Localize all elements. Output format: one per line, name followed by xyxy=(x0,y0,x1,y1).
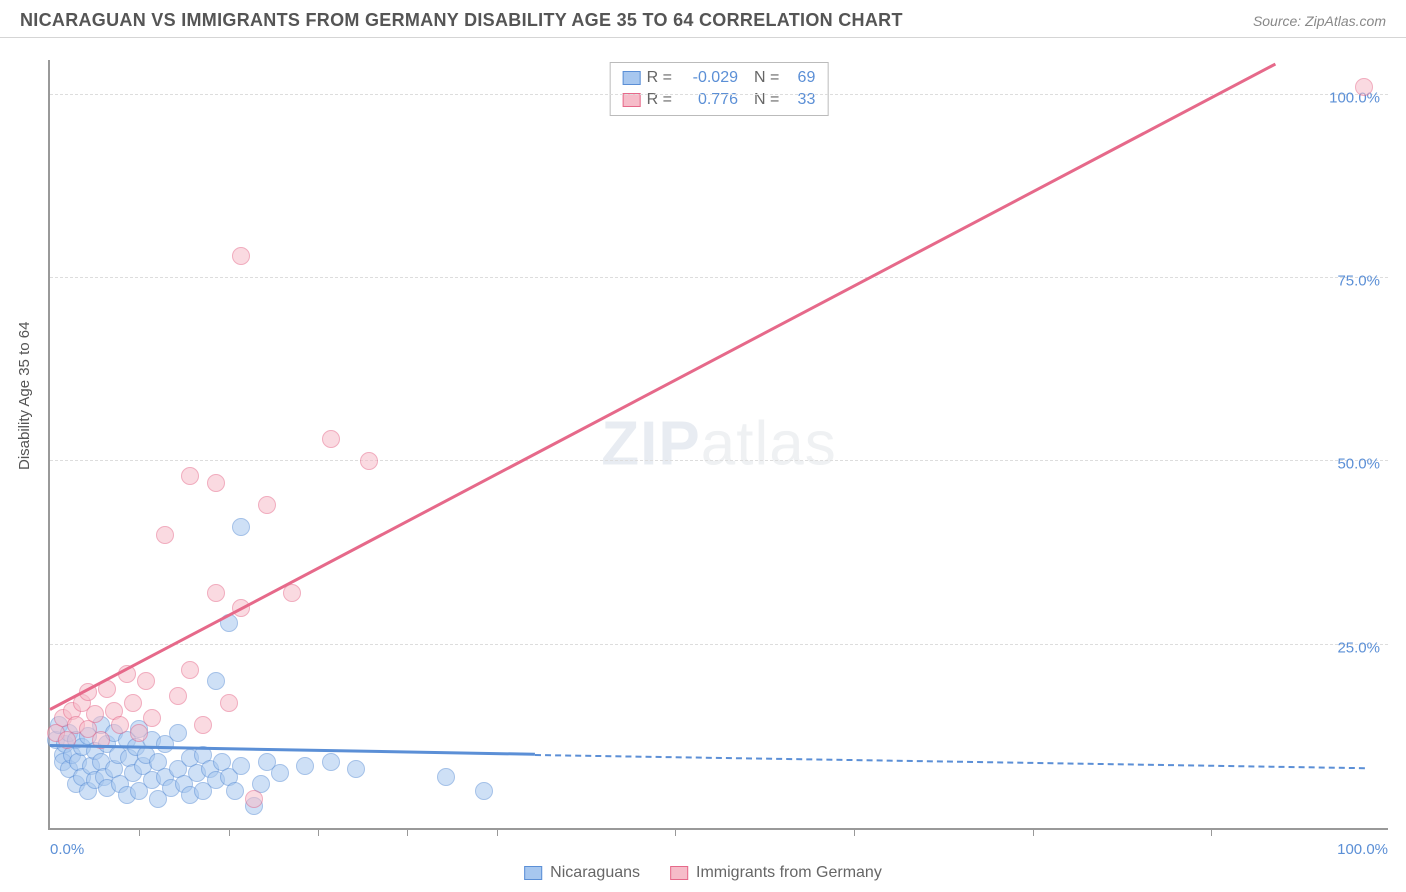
x-tick xyxy=(675,828,676,836)
x-tick-label: 100.0% xyxy=(1337,841,1388,858)
series-legend: Nicaraguans Immigrants from Germany xyxy=(524,864,882,882)
x-tick xyxy=(1211,828,1212,836)
x-tick xyxy=(229,828,230,836)
swatch-icon xyxy=(623,71,641,85)
y-axis-label: Disability Age 35 to 64 xyxy=(16,322,33,470)
data-point xyxy=(296,757,314,775)
data-point xyxy=(271,764,289,782)
x-tick-label: 0.0% xyxy=(50,841,84,858)
data-point xyxy=(181,661,199,679)
x-tick xyxy=(407,828,408,836)
data-point xyxy=(169,724,187,742)
data-point xyxy=(245,790,263,808)
gridline xyxy=(50,460,1388,461)
data-point xyxy=(207,474,225,492)
data-point xyxy=(475,782,493,800)
data-point xyxy=(130,724,148,742)
data-point xyxy=(1355,78,1373,96)
data-point xyxy=(226,782,244,800)
title-bar: NICARAGUAN VS IMMIGRANTS FROM GERMANY DI… xyxy=(0,0,1406,38)
watermark: ZIPatlas xyxy=(601,409,836,480)
gridline xyxy=(50,94,1388,95)
data-point xyxy=(232,247,250,265)
data-point xyxy=(437,768,455,786)
data-point xyxy=(232,757,250,775)
data-point xyxy=(194,716,212,734)
x-tick xyxy=(854,828,855,836)
y-tick-label: 50.0% xyxy=(1337,456,1380,473)
n-value: 69 xyxy=(785,67,815,89)
trend-line xyxy=(535,754,1365,769)
data-point xyxy=(347,760,365,778)
data-point xyxy=(220,694,238,712)
data-point xyxy=(156,526,174,544)
legend-row: R = -0.029 N = 69 xyxy=(623,67,816,89)
r-value: 0.776 xyxy=(678,89,738,111)
data-point xyxy=(207,584,225,602)
plot-area: ZIPatlas R = -0.029 N = 69 R = 0.776 N =… xyxy=(48,60,1388,830)
y-tick-label: 100.0% xyxy=(1329,89,1380,106)
x-tick xyxy=(497,828,498,836)
r-value: -0.029 xyxy=(678,67,738,89)
legend-label: Nicaraguans xyxy=(550,864,640,882)
y-tick-label: 25.0% xyxy=(1337,639,1380,656)
data-point xyxy=(360,452,378,470)
chart-title: NICARAGUAN VS IMMIGRANTS FROM GERMANY DI… xyxy=(20,10,903,31)
y-tick-label: 75.0% xyxy=(1337,273,1380,290)
data-point xyxy=(143,709,161,727)
chart-area: Disability Age 35 to 64 ZIPatlas R = -0.… xyxy=(0,40,1406,892)
data-point xyxy=(258,496,276,514)
gridline xyxy=(50,277,1388,278)
trend-line xyxy=(49,63,1276,711)
gridline xyxy=(50,644,1388,645)
x-tick xyxy=(318,828,319,836)
swatch-icon xyxy=(524,866,542,880)
swatch-icon xyxy=(670,866,688,880)
data-point xyxy=(137,672,155,690)
data-point xyxy=(283,584,301,602)
correlation-legend: R = -0.029 N = 69 R = 0.776 N = 33 xyxy=(610,62,829,116)
data-point xyxy=(124,694,142,712)
n-value: 33 xyxy=(785,89,815,111)
legend-item: Nicaraguans xyxy=(524,864,640,882)
data-point xyxy=(232,518,250,536)
x-tick xyxy=(139,828,140,836)
data-point xyxy=(86,705,104,723)
data-point xyxy=(207,672,225,690)
x-tick xyxy=(1033,828,1034,836)
legend-item: Immigrants from Germany xyxy=(670,864,882,882)
swatch-icon xyxy=(623,93,641,107)
legend-row: R = 0.776 N = 33 xyxy=(623,89,816,111)
data-point xyxy=(181,467,199,485)
legend-label: Immigrants from Germany xyxy=(696,864,882,882)
source-label: Source: ZipAtlas.com xyxy=(1253,13,1386,29)
data-point xyxy=(322,753,340,771)
data-point xyxy=(169,687,187,705)
data-point xyxy=(322,430,340,448)
data-point xyxy=(111,716,129,734)
